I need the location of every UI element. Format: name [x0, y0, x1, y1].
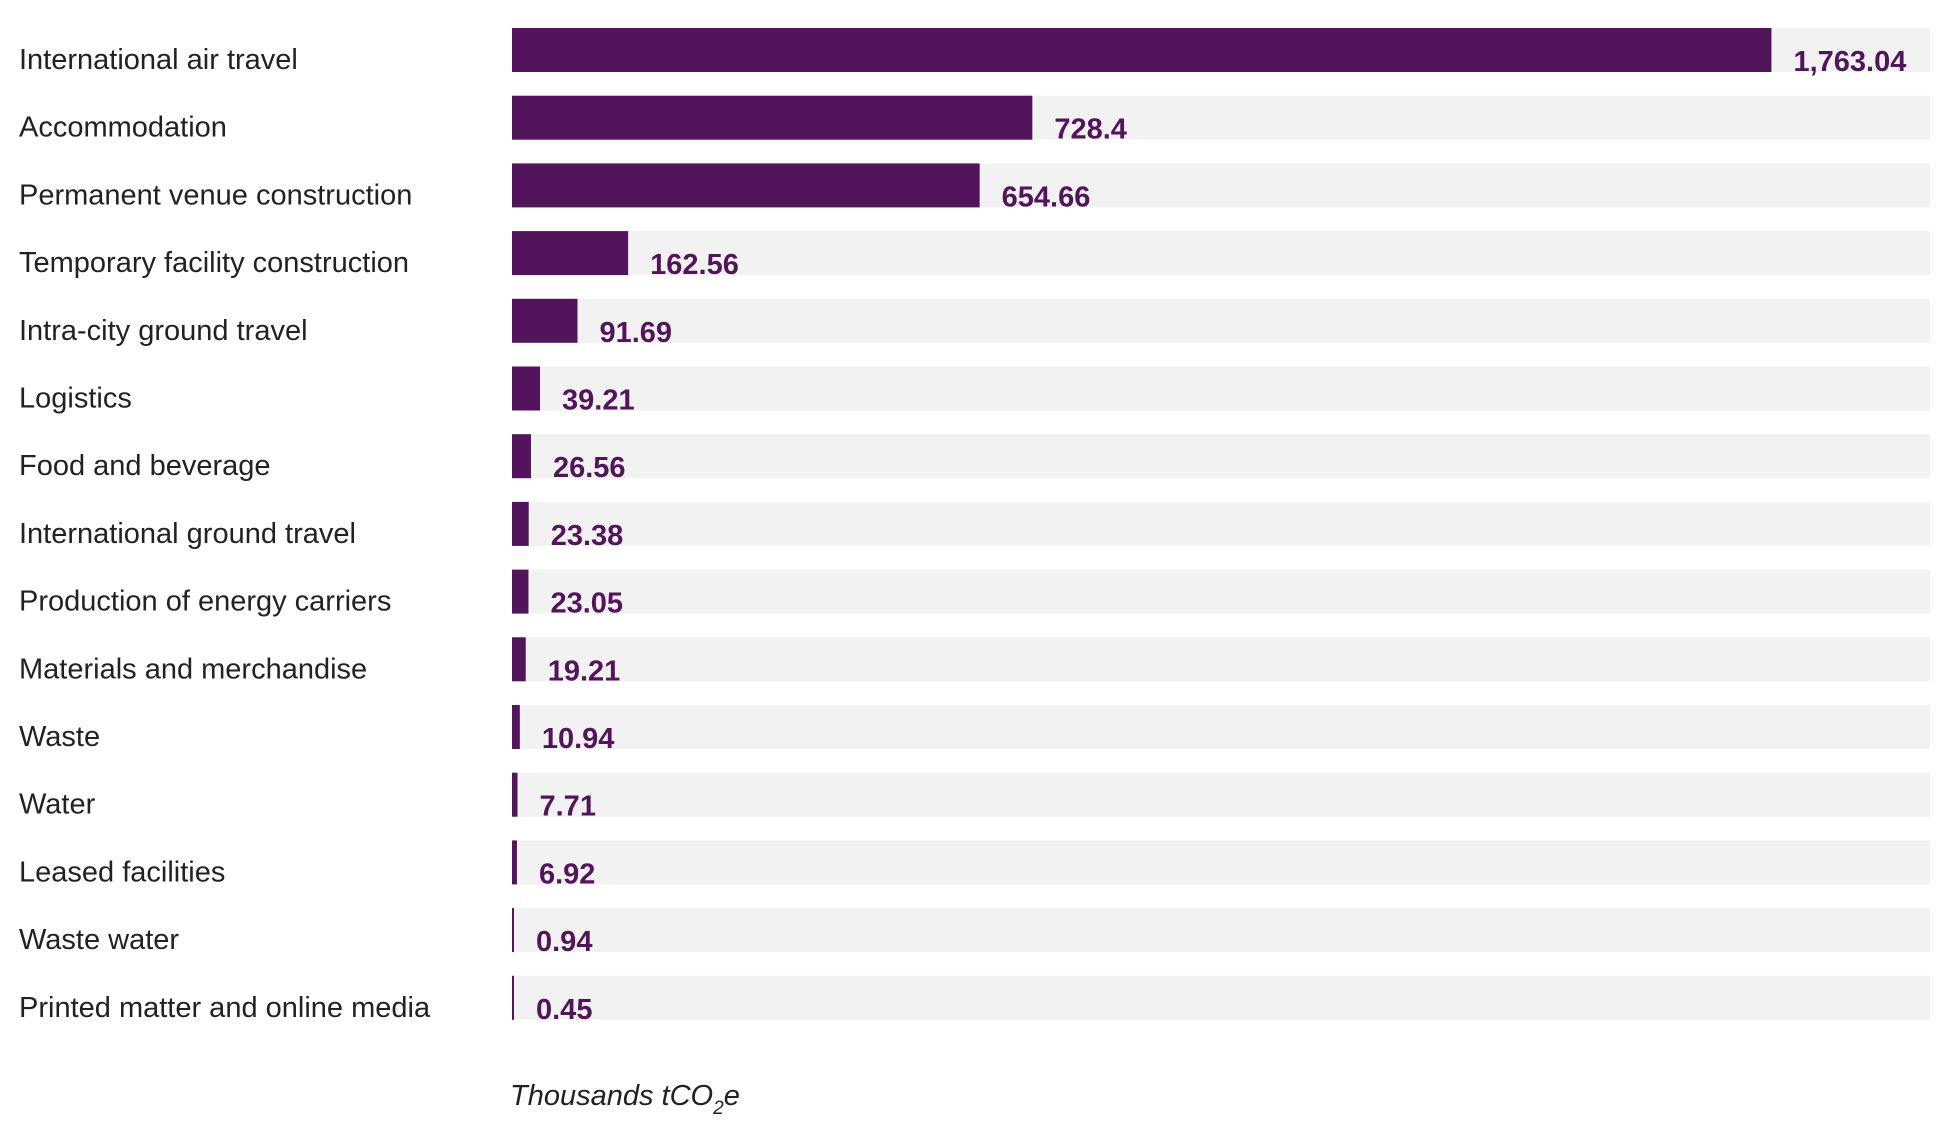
value-label: 162.56	[650, 249, 739, 281]
bar	[512, 28, 1772, 72]
value-label: 6.92	[539, 858, 595, 890]
category-label: Leased facilities	[19, 856, 225, 888]
bar-track	[512, 569, 1930, 614]
bar	[512, 163, 980, 208]
value-label: 0.94	[536, 926, 592, 958]
value-label: 91.69	[599, 317, 672, 349]
bar	[512, 840, 517, 885]
value-label: 23.38	[551, 520, 624, 552]
value-label: 7.71	[540, 791, 596, 823]
value-label: 1,763.04	[1793, 46, 1906, 78]
bar-track	[512, 434, 1930, 479]
value-labels: 1,763.04 728.4 654.66 162.56 91.69 39.21 26.56…	[536, 46, 1906, 1026]
category-label: Food and beverage	[19, 450, 271, 482]
bar-track	[512, 772, 1930, 817]
category-label: Logistics	[19, 383, 132, 415]
bar-track	[512, 908, 1930, 953]
category-label: International air travel	[19, 44, 298, 76]
bar-track	[512, 705, 1930, 749]
value-label: 10.94	[542, 723, 615, 755]
bar	[512, 366, 541, 411]
bar-track	[512, 637, 1930, 682]
category-label: Materials and merchandise	[19, 653, 367, 685]
value-label: 23.05	[550, 588, 623, 620]
bar	[512, 637, 526, 682]
bar-track	[512, 501, 1930, 546]
category-label: Production of energy carriers	[19, 586, 391, 618]
bar-track	[512, 975, 1930, 1020]
category-label: Water	[19, 789, 96, 821]
bar	[512, 501, 529, 546]
bar-track	[512, 231, 1930, 276]
category-label: Printed matter and online media	[19, 992, 431, 1024]
bar	[512, 975, 514, 1020]
value-label: 654.66	[1002, 181, 1091, 213]
bar-track	[512, 366, 1930, 411]
bar	[512, 298, 578, 343]
bar-track	[512, 840, 1930, 885]
value-label: 19.21	[548, 655, 621, 687]
value-label: 39.21	[562, 385, 635, 417]
category-label: Waste	[19, 721, 100, 753]
category-label: International ground travel	[19, 518, 356, 550]
value-label: 728.4	[1054, 114, 1127, 146]
bars	[512, 28, 1772, 1020]
category-label: Temporary facility construction	[19, 247, 409, 279]
bar	[512, 95, 1033, 140]
value-label: 0.45	[536, 994, 592, 1026]
value-label: 26.56	[553, 452, 626, 484]
bar-tracks	[512, 28, 1930, 1020]
x-axis-unit-label: Thousands tCO2e	[510, 1080, 740, 1119]
category-labels: International air travel Accommodation Per…	[19, 44, 431, 1024]
bar-track	[512, 298, 1930, 343]
bar	[512, 231, 629, 276]
bar	[512, 772, 518, 817]
bar	[512, 705, 520, 749]
category-label: Accommodation	[19, 112, 227, 144]
category-label: Intra-city ground travel	[19, 315, 308, 347]
category-label: Waste water	[19, 924, 179, 956]
bar	[512, 908, 514, 953]
category-label: Permanent venue construction	[19, 179, 412, 211]
bar	[512, 434, 531, 479]
bar	[512, 569, 529, 614]
